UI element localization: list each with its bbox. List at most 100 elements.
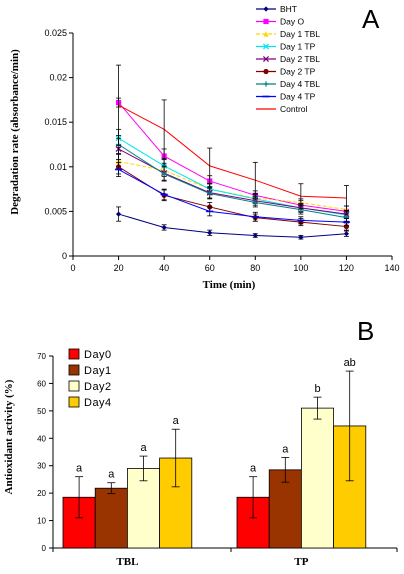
y-tick-label-b: 0 <box>42 544 47 553</box>
series-day-2-tp <box>115 159 350 231</box>
series-line <box>118 102 347 212</box>
legend-label: Day 4 TP <box>280 92 316 102</box>
legend-entry-b: Day2 <box>68 380 112 393</box>
significance-label: b <box>314 383 320 395</box>
bar-group-tbl-day0: a <box>62 463 96 549</box>
legend-marker <box>263 31 269 37</box>
bar <box>268 469 302 549</box>
x-axis-label-a: Time (min) <box>203 279 256 291</box>
legend-marker <box>263 6 269 12</box>
y-axis-label-b: Antioxidant activity (%) <box>3 379 15 494</box>
y-tick-label-a: 0 <box>62 251 67 261</box>
series-day-4-tp <box>114 161 351 227</box>
series-line <box>118 169 347 223</box>
legend-entry-b: Day0 <box>68 348 112 361</box>
series-day-2-tbl <box>115 137 350 219</box>
y-tick-label-a: 0.005 <box>44 206 67 216</box>
legend-swatch <box>68 380 80 392</box>
legend-label: Day2 <box>84 381 112 393</box>
legend-label: Day 2 TBL <box>280 54 320 64</box>
significance-label: ab <box>344 357 356 369</box>
legend-marker <box>262 43 270 50</box>
series-day-4-tbl <box>115 135 350 222</box>
bar-group-tp-day0: a <box>236 463 270 549</box>
legend-marker <box>263 68 269 75</box>
legend-swatch <box>68 364 80 376</box>
legend-marker <box>263 18 269 25</box>
data-point <box>207 190 213 197</box>
series-day-1-tbl <box>115 153 350 214</box>
legend-entry-a: Control <box>256 104 308 114</box>
significance-label: a <box>173 415 180 427</box>
significance-label: a <box>250 463 257 475</box>
legend-b: Day0 Day1 Day2 Day4 <box>68 348 112 409</box>
significance-label: a <box>282 443 289 455</box>
series-day-1-tp <box>115 128 350 219</box>
legend-label: Day0 <box>84 349 112 361</box>
bar <box>127 468 161 549</box>
line-chart-panel-a: A BHT Day O Day 1 TBL Day 1 TP Day 2 TBL Day … <box>9 4 400 291</box>
data-point <box>343 223 350 230</box>
legend-label: Day 1 TBL <box>280 29 320 39</box>
x-tick-label-a: 140 <box>384 263 399 273</box>
y-tick-label-a: 0.015 <box>44 117 67 127</box>
bar-group-tbl-day4: a <box>159 415 193 549</box>
significance-label: a <box>76 463 83 475</box>
panel-label-a: A <box>362 4 380 34</box>
bar-group-tbl-day1: a <box>94 469 128 549</box>
legend-entry-a: BHT <box>256 4 297 14</box>
legend-label: Day 1 TP <box>280 42 316 52</box>
legend-label: Control <box>280 104 308 114</box>
bar <box>300 407 334 549</box>
legend-label: Day4 <box>84 397 112 409</box>
x-tick-label-a: 100 <box>293 263 308 273</box>
series-a <box>114 64 351 240</box>
legend-entry-a: Day 2 TBL <box>256 54 320 64</box>
legend-label: Day 2 TP <box>280 67 316 77</box>
legend-a: BHT Day O Day 1 TBL Day 1 TP Day 2 TBL Day 2 … <box>256 4 320 114</box>
legend-label: Day O <box>280 17 304 27</box>
legend-marker <box>263 81 269 87</box>
legend-label: Day1 <box>84 365 112 377</box>
y-tick-label-b: 30 <box>37 462 46 471</box>
series-line <box>118 213 347 238</box>
y-tick-label-b: 50 <box>37 407 46 416</box>
y-tick-label-b: 10 <box>37 517 46 526</box>
legend-label: BHT <box>280 4 297 14</box>
data-point <box>343 231 350 237</box>
bar-group-tbl-day2: a <box>127 442 161 549</box>
bar-group-tp-day4: ab <box>333 357 367 549</box>
x-tick-label-a: 20 <box>114 263 124 273</box>
legend-entry-a: Day 1 TP <box>256 42 316 52</box>
legend-entry-a: Day 2 TP <box>256 67 316 77</box>
x-tick-label-a: 120 <box>339 263 354 273</box>
data-point <box>298 234 304 240</box>
y-tick-label-b: 20 <box>37 489 46 498</box>
y-tick-label-a: 0.02 <box>49 73 67 83</box>
series-bht <box>115 206 350 240</box>
data-point <box>161 171 167 177</box>
y-tick-label-a: 0.025 <box>44 28 67 38</box>
series-line <box>118 160 347 211</box>
y-axis-label-a: Degradation rate (absorbance/min) <box>9 49 21 215</box>
bar <box>94 487 128 549</box>
legend-marker <box>262 55 270 63</box>
panel-label-b: B <box>357 316 374 346</box>
data-point <box>115 211 122 217</box>
series-line <box>118 104 347 199</box>
legend-entry-a: Day 1 TBL <box>256 29 320 39</box>
data-point <box>252 199 258 206</box>
y-tick-label-a: 0.01 <box>49 162 67 172</box>
x-tick-label-a: 80 <box>250 263 260 273</box>
category-label-tbl: TBL <box>116 556 138 568</box>
legend-entry-a: Day 4 TP <box>256 92 316 102</box>
category-label-tp: TP <box>294 556 308 568</box>
y-tick-label-b: 70 <box>37 352 46 361</box>
data-point <box>207 230 213 236</box>
significance-label: a <box>108 469 115 481</box>
x-tick-label-a: 40 <box>159 263 169 273</box>
legend-label: Day 4 TBL <box>280 79 320 89</box>
